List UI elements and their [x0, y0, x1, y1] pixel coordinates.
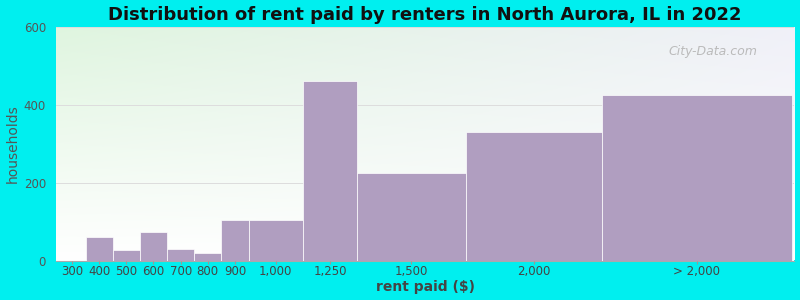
Bar [113, 250, 140, 260]
Bar [249, 220, 303, 260]
Bar [357, 173, 466, 260]
Text: City-Data.com: City-Data.com [669, 45, 758, 58]
Bar [167, 249, 194, 260]
Bar [222, 220, 249, 260]
Bar [140, 232, 167, 260]
X-axis label: rent paid ($): rent paid ($) [375, 280, 474, 294]
Bar [86, 237, 113, 260]
Y-axis label: households: households [6, 104, 19, 183]
Bar [303, 81, 357, 260]
Bar [602, 95, 792, 260]
Title: Distribution of rent paid by renters in North Aurora, IL in 2022: Distribution of rent paid by renters in … [108, 6, 742, 24]
Bar [466, 132, 602, 260]
Bar [194, 253, 222, 260]
